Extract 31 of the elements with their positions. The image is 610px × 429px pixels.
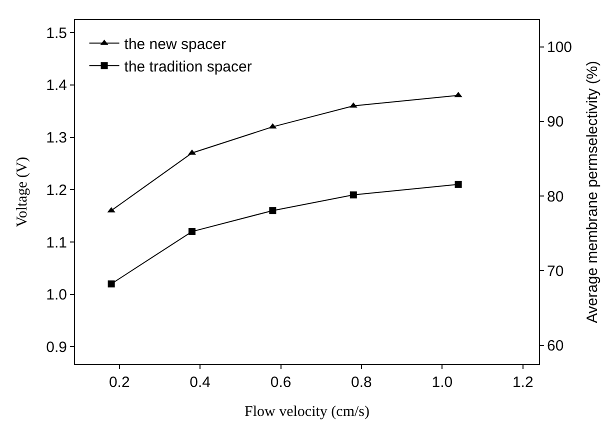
- legend-label: the tradition spacer: [124, 58, 252, 76]
- point: [188, 228, 196, 236]
- point: [350, 191, 357, 198]
- y2-tick-label: 100: [547, 39, 572, 56]
- y2-tick-label: 90: [547, 114, 564, 131]
- y2-tick-label: 70: [547, 262, 564, 280]
- y-tick-label: 1.0: [46, 286, 67, 304]
- y-axis-title: Voltage (V): [14, 156, 30, 228]
- x-axis-title: Flow velocity (cm/s): [244, 404, 370, 420]
- point: [349, 102, 358, 108]
- y2-tick-label: 60: [547, 338, 564, 355]
- x-tick-label: 1.2: [512, 374, 534, 391]
- x-tick-label: 0.8: [351, 374, 372, 391]
- point: [108, 280, 115, 288]
- y-tick-label: 1.2: [46, 182, 67, 199]
- y-tick-label: 1.3: [46, 130, 67, 147]
- x-tick-label: 0.6: [270, 374, 292, 391]
- y2-tick-label: 80: [547, 188, 564, 206]
- x-tick-label: 1.0: [432, 374, 453, 391]
- x-tick-label: 0.4: [190, 374, 211, 391]
- y-tick-label: 1.1: [46, 234, 67, 252]
- y2-axis-title: Average membrane permselectivity (%): [584, 60, 602, 324]
- x-tick-label: 0.2: [108, 374, 130, 391]
- point: [454, 180, 462, 188]
- y-tick-label: 0.9: [46, 338, 67, 356]
- y-tick-label: 1.4: [46, 77, 67, 94]
- y-tick-label: 1.5: [46, 24, 67, 42]
- point: [268, 123, 277, 129]
- legend-label: the new spacer: [124, 36, 226, 53]
- point: [269, 207, 276, 214]
- point: [454, 92, 462, 98]
